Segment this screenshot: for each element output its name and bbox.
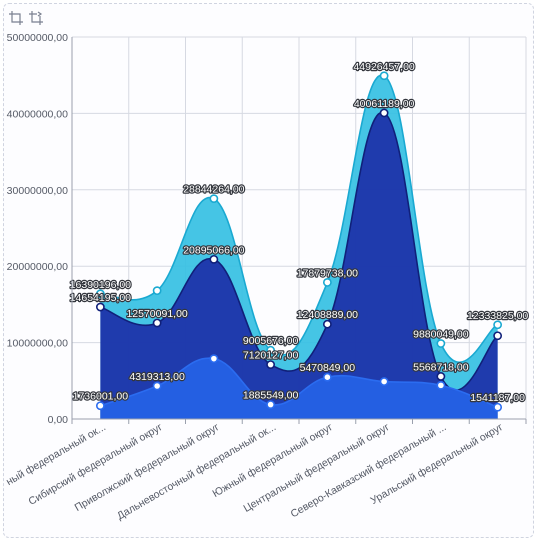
series-1-area (100, 112, 498, 419)
series-1-point[interactable] (322, 319, 332, 329)
series-1-point[interactable] (152, 318, 162, 328)
data-label: 9880049,00 (413, 329, 469, 341)
chart-container (3, 3, 534, 538)
data-label: 44926457,00 (353, 61, 414, 73)
series-2-point[interactable] (322, 372, 332, 382)
series-2-point[interactable] (266, 400, 276, 409)
zoom-area-icon[interactable] (9, 11, 23, 25)
series-2-point[interactable] (209, 354, 219, 364)
data-label: 1541187,00 (470, 392, 525, 404)
data-label: 9005676,00 (243, 335, 299, 347)
y-tick-label: 30000000,00 (7, 185, 68, 197)
y-tick-label: 10000000,00 (7, 338, 68, 350)
data-label: 40061189,00 (354, 98, 415, 110)
y-tick-label: 50000000,00 (7, 32, 68, 44)
series-2-point[interactable] (95, 401, 105, 411)
series-0-point[interactable] (436, 339, 446, 348)
data-label: 16390196,00 (70, 279, 131, 291)
series-1-point[interactable] (266, 360, 276, 370)
data-label: 17879738,00 (297, 267, 358, 279)
series-0-point[interactable] (322, 277, 332, 287)
series-2-point[interactable] (379, 377, 389, 386)
series-0-point[interactable] (152, 286, 162, 296)
series-0-point[interactable] (493, 320, 503, 330)
chart-toolbar (9, 11, 43, 25)
series-0-point[interactable] (266, 345, 276, 355)
data-label: 1736001,00 (73, 391, 129, 403)
data-label: 12333825,00 (467, 310, 528, 322)
series-2-point[interactable] (493, 402, 503, 412)
series-2-point[interactable] (152, 381, 162, 391)
data-label: 12408889,00 (297, 309, 358, 321)
series-1-point[interactable] (436, 372, 446, 381)
series-1-point[interactable] (379, 108, 389, 118)
data-label: 28844264,00 (183, 184, 244, 196)
y-tick-label: 40000000,00 (7, 108, 68, 120)
y-tick-label: 0,00 (48, 414, 69, 426)
series-0-point[interactable] (95, 289, 105, 299)
series-0-point[interactable] (209, 194, 219, 204)
series-1-point[interactable] (209, 254, 219, 264)
data-label: 5568718,00 (413, 361, 469, 373)
data-label: 4319313,00 (129, 371, 185, 383)
series-2-line (100, 357, 498, 408)
data-label: 1885549,00 (243, 390, 299, 402)
series-0-point[interactable] (379, 71, 389, 81)
data-label: 20895066,00 (183, 244, 244, 256)
series-0-line (100, 74, 499, 363)
series-2-area (100, 358, 498, 419)
y-tick-label: 20000000,00 (7, 261, 68, 273)
series-2-point[interactable] (436, 380, 446, 390)
data-label: 7120127,00 (243, 350, 299, 362)
data-label: 12570091,00 (126, 308, 187, 320)
series-1-point[interactable] (95, 302, 105, 312)
data-label: 14654195,00 (70, 292, 131, 304)
series-1-point[interactable] (493, 331, 503, 341)
zoom-reset-icon[interactable] (29, 11, 43, 25)
data-label: 5470849,00 (300, 362, 356, 374)
x-tick-label: ный федеральный ок... (4, 421, 108, 488)
